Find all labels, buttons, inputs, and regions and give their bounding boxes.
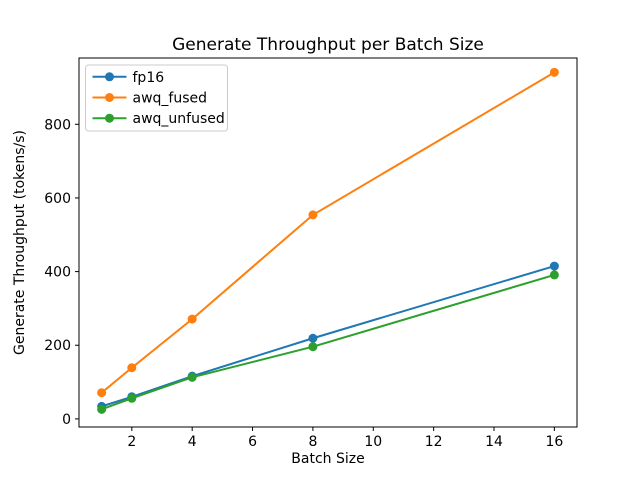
legend-marker-awq_fused bbox=[105, 93, 114, 102]
legend-marker-fp16 bbox=[105, 72, 114, 82]
x-tick-label: 16 bbox=[545, 434, 563, 450]
series-marker-awq_fused bbox=[97, 388, 107, 398]
legend-marker-awq_unfused bbox=[105, 113, 114, 123]
axes-frame bbox=[78, 57, 578, 428]
y-tick-label: 200 bbox=[44, 338, 71, 354]
series-marker-awq_fused bbox=[127, 363, 137, 373]
y-axis-label: Generate Throughput (tokens/s) bbox=[12, 130, 28, 355]
legend-box bbox=[85, 64, 228, 132]
x-tick-label: 10 bbox=[364, 434, 382, 450]
series-marker-awq_unfused bbox=[127, 393, 137, 403]
x-tick-label: 8 bbox=[308, 434, 317, 450]
series-marker-awq_unfused bbox=[549, 270, 559, 280]
series-marker-awq_fused bbox=[549, 67, 559, 77]
legend-label-awq_fused: awq_fused bbox=[133, 91, 208, 107]
y-tick-label: 600 bbox=[44, 191, 71, 207]
y-tick-label: 0 bbox=[62, 412, 71, 428]
series-marker-fp16 bbox=[308, 333, 318, 343]
legend-label-awq_unfused: awq_unfused bbox=[133, 111, 225, 127]
x-tick-label: 4 bbox=[188, 434, 197, 450]
series-marker-awq_unfused bbox=[187, 372, 197, 382]
plot-area: 2 4 6 8 10 12 14 16 0 200 400 600 800 fp16 awq_fusedaw… bbox=[44, 57, 578, 450]
x-tick-label: 14 bbox=[485, 434, 503, 450]
chart-title: Generate Throughput per Batch Size bbox=[172, 35, 484, 55]
y-tick-label: 800 bbox=[44, 117, 71, 133]
x-tick-label: 12 bbox=[425, 434, 443, 450]
x-tick-label: 6 bbox=[248, 434, 257, 450]
series-marker-fp16 bbox=[549, 261, 559, 271]
series-marker-awq_fused bbox=[308, 210, 318, 220]
x-axis-label: Batch Size bbox=[291, 451, 364, 467]
series-marker-awq_unfused bbox=[97, 404, 107, 414]
y-tick-label: 400 bbox=[44, 265, 71, 281]
legend-label-fp16: fp16 bbox=[133, 70, 165, 86]
series-marker-awq_unfused bbox=[308, 342, 318, 352]
x-tick-label: 2 bbox=[127, 434, 136, 450]
series-marker-awq_fused bbox=[187, 314, 197, 324]
